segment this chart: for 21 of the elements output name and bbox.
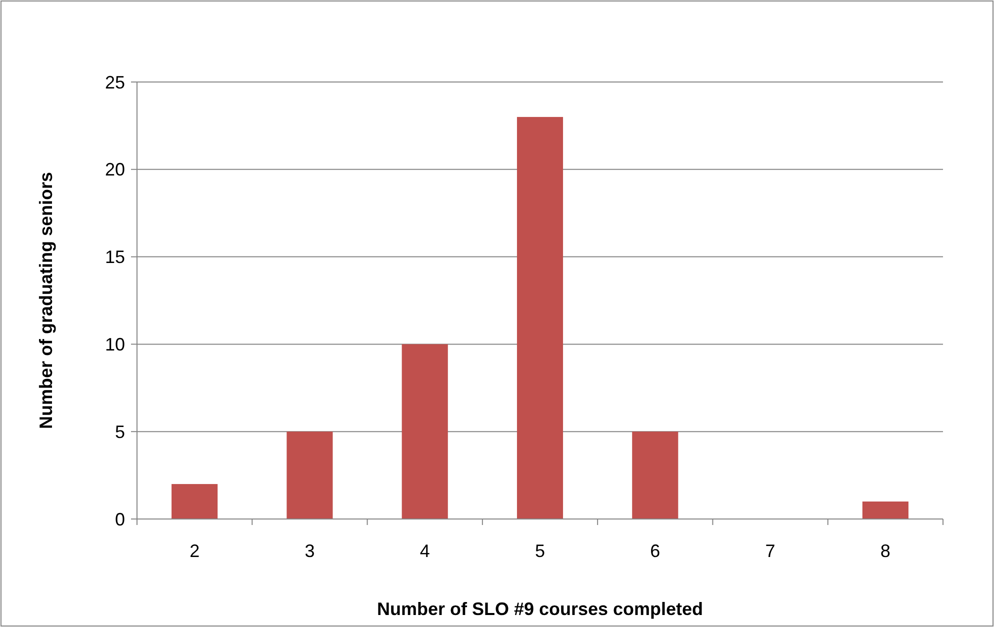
- y-tick-label: 5: [114, 422, 125, 442]
- y-tick-label: 25: [104, 72, 125, 92]
- bar: [172, 484, 218, 519]
- y-tick-label: 0: [114, 509, 125, 530]
- y-tick-label: 20: [104, 160, 125, 180]
- bar: [516, 116, 564, 519]
- x-axis-title: Number of SLO #9 courses completed: [376, 599, 704, 619]
- x-tick-label: 7: [765, 541, 776, 561]
- x-tick-label: 6: [650, 541, 660, 561]
- bar: [286, 432, 333, 519]
- x-tick-label: 4: [420, 541, 430, 561]
- x-tick-label: 5: [534, 541, 546, 561]
- x-tick-label: 2: [190, 541, 200, 561]
- bar: [402, 344, 448, 519]
- bar: [862, 502, 908, 519]
- y-tick-label: 15: [104, 247, 125, 268]
- x-tick-label: 3: [304, 541, 315, 561]
- x-tick-label: 8: [880, 541, 890, 561]
- bar: [632, 432, 678, 519]
- y-tick-label: 10: [104, 334, 125, 354]
- y-axis-title: Number of graduating seniors: [36, 172, 56, 430]
